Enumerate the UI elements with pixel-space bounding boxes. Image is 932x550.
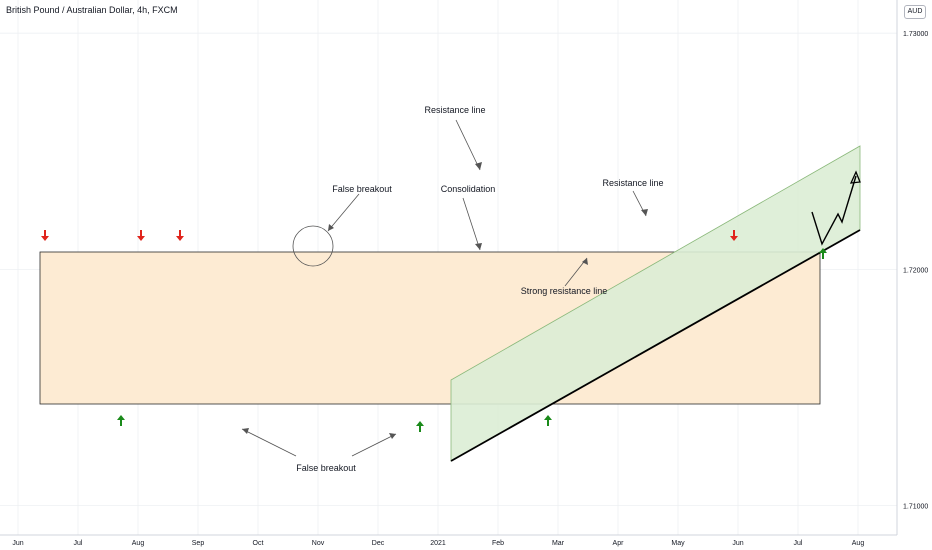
time-tick-label: Nov (312, 540, 325, 547)
false-breakout-circle (292, 225, 334, 267)
time-tick-label: Jun (732, 540, 743, 547)
time-tick-label: Sep (192, 540, 205, 547)
buy-signal-arrows (117, 248, 827, 432)
currency-button[interactable]: AUD (904, 5, 926, 19)
sell-arrow-icon (41, 230, 49, 241)
time-tick-label: Mar (552, 540, 565, 547)
sell-arrow-icon (137, 230, 145, 241)
strong-trendline (450, 229, 861, 462)
price-tick-label: 1.72000 (903, 267, 928, 274)
symbol-title: British Pound / Australian Dollar, 4h, F… (6, 5, 178, 15)
time-tick-label: 2021 (430, 540, 446, 547)
buy-arrow-icon (544, 415, 552, 426)
price-tick-label: 1.73000 (903, 31, 928, 38)
price-axis[interactable]: 1.71000 1.72000 1.73000 (903, 31, 928, 510)
sell-arrow-icon (176, 230, 184, 241)
projection-arrowhead (849, 170, 861, 184)
projected-path (811, 175, 857, 246)
time-tick-label: Apr (613, 540, 625, 547)
sell-arrow-icon (730, 230, 738, 241)
time-tick-label: Jul (74, 540, 83, 547)
time-tick-label: Jul (794, 540, 803, 547)
annotation-resistance-line-right: Resistance line (602, 178, 663, 188)
annotation-consolidation: Consolidation (441, 184, 496, 194)
annotation-arrowheads (242, 162, 648, 439)
time-tick-label: Oct (253, 540, 264, 547)
buy-arrow-icon (117, 415, 125, 426)
time-tick-label: Aug (132, 540, 145, 547)
time-axis[interactable]: Jun Jul Aug Sep Oct Nov Dec 2021 Feb Mar Apr May Jun… (12, 540, 864, 547)
buy-arrow-icon (819, 248, 827, 259)
price-tick-label: 1.71000 (903, 504, 928, 511)
buy-arrow-icon (416, 421, 424, 432)
annotation-false-breakout-bottom: False breakout (296, 463, 356, 473)
annotation-strong-resistance-line: Strong resistance line (521, 286, 608, 296)
annotation-resistance-line-top: Resistance line (424, 105, 485, 115)
time-tick-label: Aug (852, 540, 865, 547)
time-tick-label: Dec (372, 540, 385, 547)
annotation-false-breakout-top: False breakout (332, 184, 392, 194)
time-tick-label: Jun (12, 540, 23, 547)
time-tick-label: May (671, 540, 685, 547)
sell-signal-arrows (41, 230, 738, 241)
time-tick-label: Feb (492, 540, 504, 547)
